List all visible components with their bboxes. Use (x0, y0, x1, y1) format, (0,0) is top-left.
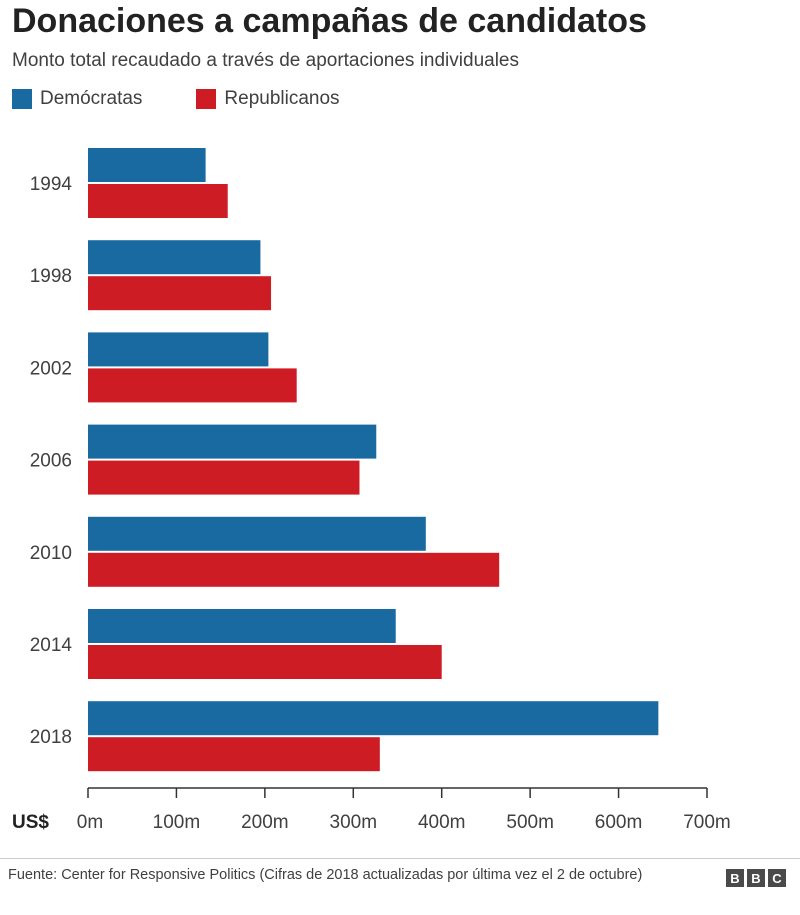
bar-democratas-2010 (88, 516, 426, 551)
bar-republicanos-1994 (88, 184, 228, 218)
x-tick-label: 100m (153, 812, 201, 833)
legend-swatch-republicanos (196, 89, 217, 109)
category-label: 1994 (30, 174, 73, 195)
bar-democratas-2014 (88, 609, 396, 643)
bar-democratas-1998 (88, 240, 261, 275)
bbc-logo: B B C (723, 869, 786, 887)
category-label: 2006 (30, 451, 72, 472)
legend-swatch-democratas (12, 89, 32, 109)
bbc-logo-letter: B (747, 869, 765, 887)
category-label: 2002 (30, 358, 72, 379)
bar-republicanos-2014 (88, 645, 442, 679)
legend-label-republicanos: Republicanos (224, 88, 340, 109)
category-label: 2018 (30, 727, 72, 748)
chart-subtitle: Monto total recaudado a través de aporta… (12, 50, 519, 71)
legend-item-democratas: Demócratas (12, 88, 142, 110)
bar-republicanos-2018 (88, 737, 380, 772)
x-tick-label: 300m (330, 812, 378, 833)
category-label: 2010 (30, 543, 72, 564)
bar-republicanos-1998 (88, 276, 272, 311)
category-label: 1998 (30, 266, 72, 287)
footer-divider (0, 858, 800, 859)
legend-item-republicanos: Republicanos (196, 88, 340, 110)
x-tick-label: 400m (418, 812, 466, 833)
bar-democratas-1994 (88, 148, 206, 182)
category-label: 2014 (30, 635, 73, 656)
x-tick-label: 700m (683, 812, 731, 833)
x-tick-label: 600m (595, 812, 643, 833)
bar-chart: 1994 1998 2002 2006 2010 2014 2018 0m 100m 200m 30… (12, 148, 731, 833)
bar-republicanos-2010 (88, 552, 500, 587)
legend: Demócratas Republicanos (12, 86, 340, 112)
bar-democratas-2006 (88, 424, 377, 459)
x-tick-label: 0m (77, 812, 103, 833)
x-tick-label: 500m (506, 812, 554, 833)
bbc-logo-letter: C (768, 869, 786, 887)
legend-label-democratas: Demócratas (40, 88, 143, 109)
bar-democratas-2002 (88, 332, 269, 367)
x-tick-label: 200m (241, 812, 289, 833)
bar-democratas-2018 (88, 701, 659, 736)
source-note: Fuente: Center for Responsive Politics (… (8, 867, 643, 883)
bar-republicanos-2002 (88, 368, 297, 403)
bbc-logo-letter: B (726, 869, 744, 887)
chart-title: Donaciones a campañas de candidatos (12, 2, 647, 40)
axis-unit-label: US$ (12, 812, 49, 833)
bar-republicanos-2006 (88, 460, 360, 495)
